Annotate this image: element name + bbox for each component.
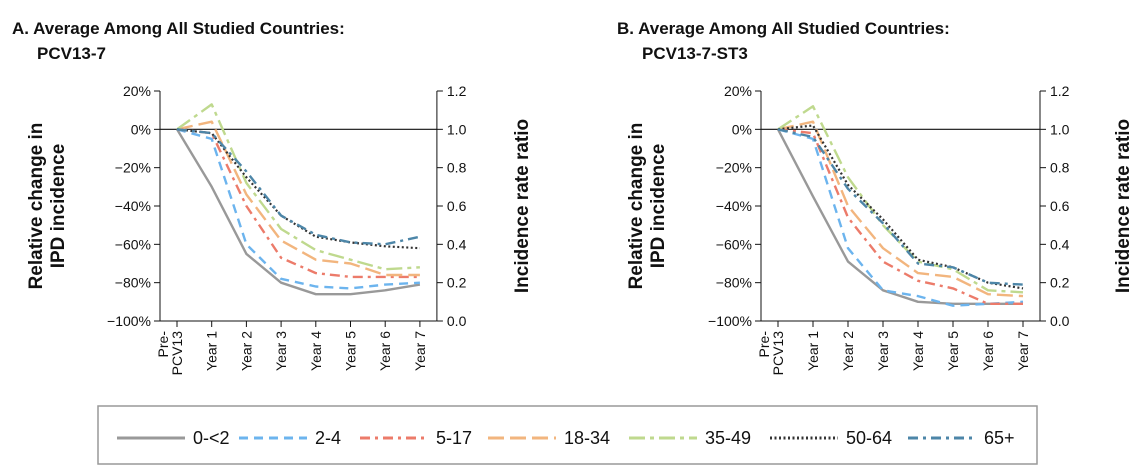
x-tick-label: Year 2	[840, 331, 856, 371]
y-tick-label-left: −20%	[716, 160, 752, 176]
x-tick-label: Pre-PCV13	[155, 331, 185, 376]
x-tick-label: Year 6	[980, 331, 996, 371]
y-tick-label-left: −40%	[115, 198, 151, 214]
series-line-3549	[176, 103, 420, 271]
y-tick-label-right: 0.6	[447, 198, 467, 214]
y-axis-label-left: Relative change inIPD incidence	[26, 123, 69, 290]
legend-label: 5-17	[436, 428, 472, 448]
series-line-3549	[777, 105, 1024, 294]
chart-panel-a: A. Average Among All Studied Countries: P…	[12, 19, 533, 375]
y-axis-label-right: Incidence rate ratio	[1113, 119, 1134, 293]
y-tick-label-left: 20%	[724, 83, 752, 99]
legend: 0-<2 2-4 5-17 18-34 35-49 50-64 65+	[97, 405, 1038, 465]
y-tick-label-right: 0.8	[1050, 160, 1070, 176]
y-tick-label-left: 0%	[131, 121, 151, 137]
y-tick-label-left: −40%	[716, 198, 752, 214]
y-tick-label-left: −100%	[708, 313, 752, 329]
series-line-517	[176, 128, 420, 279]
x-tick-label: Year 7	[1015, 331, 1031, 371]
y-axis-label-left: Relative change inIPD incidence	[626, 123, 669, 290]
series-line-65plus	[176, 128, 421, 246]
x-tick-label: Year 3	[273, 331, 289, 371]
x-tick-label: Year 7	[412, 331, 428, 371]
y-tick-label-left: −20%	[115, 160, 151, 176]
y-tick-label-right: 0.2	[447, 275, 467, 291]
y-tick-label-right: 0.8	[447, 160, 467, 176]
legend-label: 0-<2	[193, 428, 230, 448]
y-tick-label-left: −100%	[107, 313, 151, 329]
y-tick-label-right: 1.2	[447, 83, 467, 99]
y-tick-label-left: −60%	[716, 236, 752, 252]
y-tick-label-left: 0%	[732, 121, 752, 137]
y-tick-label-right: 0.6	[1050, 198, 1070, 214]
y-tick-label-left: −80%	[115, 275, 151, 291]
series-line-24	[777, 128, 1024, 307]
y-tick-label-right: 0.0	[447, 313, 467, 329]
x-tick-label: Year 5	[343, 331, 359, 371]
series-line-24	[176, 128, 420, 290]
chart-panel-b: B. Average Among All Studied Countries: P…	[617, 19, 1134, 375]
x-tick-label: Year 4	[308, 331, 324, 371]
y-tick-label-right: 0.0	[1050, 313, 1070, 329]
series-line-65plus	[777, 128, 1024, 286]
series-line-02	[776, 128, 1023, 305]
legend-label: 35-49	[705, 428, 751, 448]
x-tick-label: Year 5	[945, 331, 961, 371]
chart-title: A. Average Among All Studied Countries:	[12, 19, 345, 38]
y-tick-label-right: 1.2	[1050, 83, 1070, 99]
y-tick-label-left: 20%	[123, 83, 151, 99]
y-tick-label-right: 0.2	[1050, 275, 1070, 291]
y-tick-label-right: 1.0	[1050, 121, 1070, 137]
series-line-02	[175, 128, 421, 296]
series-line-5064	[777, 124, 1024, 290]
x-tick-label: Year 2	[238, 331, 254, 371]
x-tick-label: Pre-PCV13	[756, 331, 786, 376]
chart-title: B. Average Among All Studied Countries:	[617, 19, 950, 38]
series-line-517	[777, 128, 1023, 305]
y-axis-label-right: Incidence rate ratio	[512, 119, 533, 293]
chart-title-line2: PCV13-7	[37, 44, 106, 63]
x-tick-label: Year 4	[910, 331, 926, 371]
x-tick-label: Year 6	[377, 331, 393, 371]
y-tick-label-right: 0.4	[447, 236, 467, 252]
y-tick-label-left: −80%	[716, 275, 752, 291]
y-tick-label-left: −60%	[115, 236, 151, 252]
legend-label: 50-64	[846, 428, 892, 448]
x-tick-label: Year 1	[805, 331, 821, 371]
y-tick-label-right: 1.0	[447, 121, 467, 137]
x-tick-label: Year 1	[204, 331, 220, 371]
chart-title-line2: PCV13-7-ST3	[642, 44, 748, 63]
x-tick-label: Year 3	[875, 331, 891, 371]
legend-label: 65+	[984, 428, 1015, 448]
y-tick-label-right: 0.4	[1050, 236, 1070, 252]
series-line-1834	[176, 120, 420, 277]
legend-label: 18-34	[564, 428, 610, 448]
legend-box	[97, 405, 1038, 465]
legend-label: 2-4	[315, 428, 341, 448]
